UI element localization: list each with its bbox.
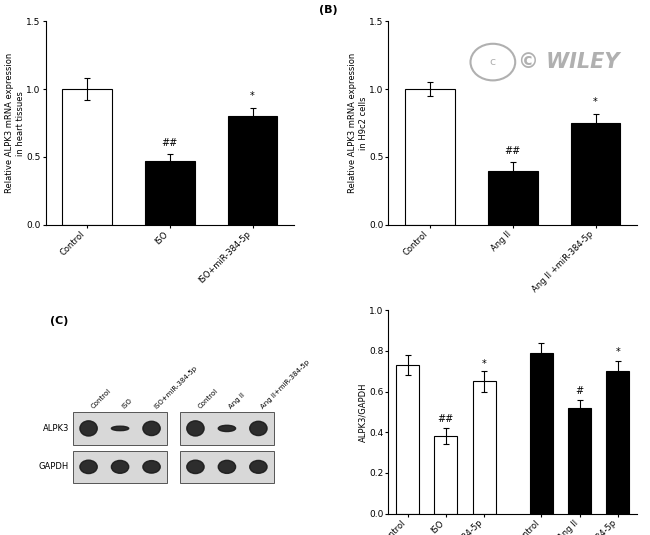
Text: (C): (C)	[51, 316, 69, 326]
Text: ISO: ISO	[122, 397, 134, 410]
Bar	[179, 450, 274, 483]
Bar	[571, 123, 621, 225]
Ellipse shape	[111, 426, 129, 431]
Text: *: *	[250, 91, 255, 102]
Ellipse shape	[111, 461, 129, 473]
Ellipse shape	[218, 460, 235, 473]
Text: © WILEY: © WILEY	[517, 52, 619, 72]
Bar	[396, 365, 419, 514]
Bar	[145, 161, 194, 225]
Bar	[606, 371, 629, 514]
Text: ##: ##	[437, 414, 454, 424]
Text: ALPK3: ALPK3	[43, 424, 69, 433]
Text: ISO+miR-384-5p: ISO+miR-384-5p	[153, 364, 198, 410]
Bar	[530, 353, 553, 514]
Ellipse shape	[80, 460, 98, 473]
Text: *: *	[593, 97, 598, 107]
Bar	[568, 408, 591, 514]
Bar	[405, 89, 455, 225]
Y-axis label: Relative ALPK3 mRNA expression
in H9c2 cells: Relative ALPK3 mRNA expression in H9c2 c…	[348, 53, 368, 193]
Bar	[488, 171, 538, 225]
Text: *: *	[616, 347, 620, 357]
Bar	[62, 89, 112, 225]
Bar	[73, 450, 167, 483]
Y-axis label: Relative ALPK3 mRNA expression
in heart tissues: Relative ALPK3 mRNA expression in heart …	[5, 53, 25, 193]
Ellipse shape	[143, 461, 160, 473]
Bar	[227, 116, 278, 225]
Y-axis label: ALPK3/GAPDH: ALPK3/GAPDH	[359, 382, 368, 442]
Text: c: c	[490, 57, 496, 67]
Text: *: *	[482, 359, 486, 369]
Text: Control: Control	[90, 388, 112, 410]
Text: Ang II: Ang II	[228, 392, 246, 410]
Ellipse shape	[218, 425, 235, 432]
Ellipse shape	[187, 460, 204, 473]
Text: Control: Control	[197, 388, 219, 410]
Text: Ang II+miR-384-5p: Ang II+miR-384-5p	[259, 359, 311, 410]
Bar	[179, 412, 274, 445]
Text: ##: ##	[504, 146, 521, 156]
Bar	[73, 412, 167, 445]
Text: (B): (B)	[319, 5, 337, 16]
Ellipse shape	[250, 461, 267, 473]
Text: #: #	[576, 386, 584, 396]
Bar	[434, 437, 458, 514]
Text: GAPDH: GAPDH	[39, 462, 69, 471]
Ellipse shape	[80, 421, 98, 436]
Ellipse shape	[187, 421, 204, 436]
Text: ##: ##	[162, 137, 178, 148]
Ellipse shape	[250, 421, 267, 435]
Bar	[473, 381, 495, 514]
Ellipse shape	[143, 421, 160, 435]
